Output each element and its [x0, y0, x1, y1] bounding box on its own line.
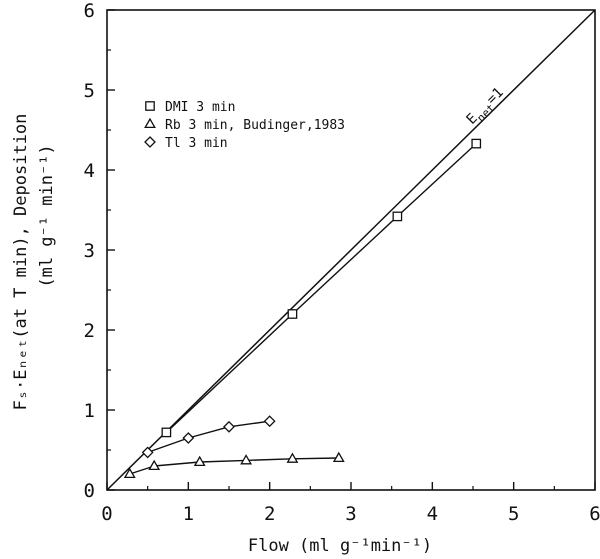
data-point — [286, 452, 299, 463]
y-tick-label: 3 — [84, 240, 95, 262]
legend-marker — [144, 117, 156, 129]
reference-line-label: Enet=1 — [464, 85, 510, 131]
y-axis-label-line1: Fₛ·Eₙₑₜ(at T min), Deposition — [11, 114, 31, 411]
y-tick-label: 5 — [84, 80, 95, 102]
y-axis-label-line2: (ml g⁻¹ min⁻¹) — [37, 144, 57, 287]
series-markers — [123, 138, 482, 479]
x-tick-label: 0 — [101, 503, 112, 525]
y-tick-label: 2 — [84, 320, 95, 342]
x-tick-label: 6 — [589, 503, 600, 525]
legend-label: Rb 3 min, Budinger,1983 — [165, 118, 345, 133]
data-point — [141, 446, 154, 459]
axis-ticks — [106, 9, 596, 491]
data-point — [332, 451, 345, 463]
legend-marker — [145, 101, 155, 111]
y-tick-label: 4 — [84, 160, 95, 182]
data-point — [263, 415, 276, 428]
data-point — [240, 454, 253, 465]
legend-marker — [144, 136, 156, 148]
series-line — [165, 143, 477, 433]
data-point — [471, 138, 482, 149]
x-axis-label: Flow (ml g⁻¹min⁻¹) — [248, 536, 432, 556]
legend: DMI 3 min Rb 3 min, Budinger,1983 Tl 3 min — [144, 100, 345, 151]
x-tick-label: 2 — [264, 503, 275, 525]
data-point — [148, 459, 161, 471]
series-line — [129, 457, 339, 475]
y-tick-label: 1 — [84, 400, 95, 422]
x-tick-label: 1 — [183, 503, 194, 525]
series-lines — [106, 9, 596, 491]
data-point — [392, 211, 403, 222]
data-point — [223, 420, 235, 433]
legend-label: DMI 3 min — [165, 100, 235, 115]
reference-line — [106, 9, 596, 491]
axis-tick-labels: 0 1 2 3 4 5 6 0 1 2 3 4 5 6 — [84, 0, 600, 525]
y-tick-label: 6 — [84, 0, 95, 22]
data-point — [287, 309, 298, 319]
data-point — [161, 427, 172, 438]
data-point — [193, 455, 206, 467]
data-point — [123, 467, 136, 479]
x-tick-label: 4 — [427, 503, 438, 525]
series-line — [147, 420, 270, 454]
legend-label: Tl 3 min — [165, 136, 228, 151]
x-tick-label: 3 — [345, 503, 356, 525]
x-tick-label: 5 — [508, 503, 519, 525]
y-tick-label: 0 — [84, 480, 95, 502]
data-point — [182, 432, 195, 444]
